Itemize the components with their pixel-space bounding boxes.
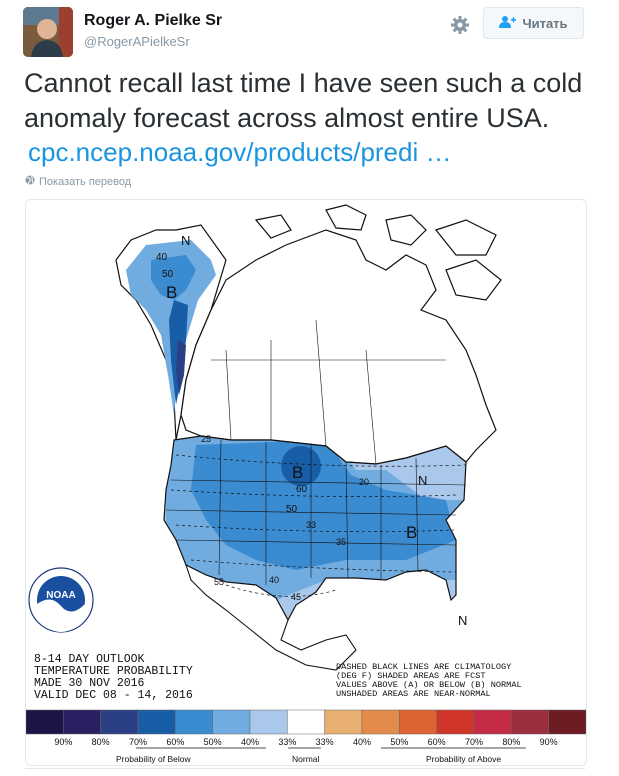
scale-swatch <box>100 709 139 735</box>
scale-swatch <box>63 709 101 735</box>
probability-scale-labels: 90% 80% 70% 60% 50% 40% 33% 33% 40% 50% 60% 70% 80% 9… <box>54 737 557 747</box>
contour-35: 35 <box>336 537 346 547</box>
scale-swatch <box>175 709 213 735</box>
scale-label: 90% <box>54 737 72 747</box>
tweet-text: Cannot recall last time I have seen such… <box>24 68 583 133</box>
contour-33: 33 <box>306 520 316 530</box>
label-n-florida: N <box>458 613 467 628</box>
translate-label: Показать перевод <box>39 175 132 188</box>
label-n-northeast: N <box>418 473 427 488</box>
contour-20: 20 <box>359 477 369 487</box>
scale-label: 50% <box>204 737 222 747</box>
scale-label: 40% <box>241 737 259 747</box>
note-line-2: (DEG F) SHADED AREAS ARE FCST <box>336 671 486 681</box>
mexico-outline <box>185 563 357 671</box>
label-b-plains: B <box>292 463 303 482</box>
contour-40: 40 <box>156 252 168 263</box>
scale-swatch <box>249 709 288 735</box>
above-label: Probability of Above <box>426 754 501 764</box>
label-n-alaska: N <box>181 233 190 248</box>
follow-button[interactable]: Читать <box>483 7 584 39</box>
scale-label: 80% <box>502 737 520 747</box>
legend-line-2: TEMPERATURE PROBABILITY <box>34 665 193 678</box>
outlook-legend: 8-14 DAY OUTLOOK TEMPERATURE PROBABILITY… <box>34 653 193 702</box>
scale-swatch <box>473 709 512 735</box>
scale-swatch <box>212 709 251 735</box>
scale-swatch <box>287 709 325 735</box>
scale-swatch <box>26 709 64 735</box>
legend-line-4: VALID DEC 08 - 14, 2016 <box>34 689 193 702</box>
below-label: Probability of Below <box>116 754 192 764</box>
forecast-map-image[interactable]: B B B N N N 40 50 50 60 33 35 25 45 40 5… <box>25 199 587 766</box>
state-boundaries <box>165 319 467 585</box>
author-handle[interactable]: @RogerAPielkeSr <box>84 34 190 49</box>
scale-swatch <box>399 709 437 735</box>
contour-45: 45 <box>291 592 301 602</box>
climatology-lines <box>170 454 467 597</box>
translate-link[interactable]: Показать перевод <box>25 175 131 188</box>
divider <box>25 768 585 769</box>
scale-label: 33% <box>316 737 334 747</box>
map-notes: DASHED BLACK LINES ARE CLIMATOLOGY (DEG … <box>336 662 522 699</box>
contour-40-south: 40 <box>269 575 279 585</box>
scale-swatch <box>548 709 586 735</box>
label-b-alaska: B <box>166 283 177 302</box>
scale-label: 60% <box>166 737 184 747</box>
avatar[interactable] <box>23 7 73 57</box>
normal-label: Normal <box>292 754 320 764</box>
scale-swatch <box>324 709 363 735</box>
contour-60: 60 <box>296 484 308 495</box>
contour-50: 50 <box>162 269 174 280</box>
scale-label: 70% <box>465 737 483 747</box>
contour-25: 25 <box>201 434 211 444</box>
follow-label: Читать <box>522 15 568 31</box>
scale-label: 50% <box>390 737 408 747</box>
noaa-logo: NOAA <box>28 567 94 633</box>
note-line-4: UNSHADED AREAS ARE NEAR-NORMAL <box>336 689 491 699</box>
legend-line-3: MADE 30 NOV 2016 <box>34 677 145 690</box>
legend-line-1: 8-14 DAY OUTLOOK <box>34 653 145 666</box>
gear-icon[interactable] <box>449 14 471 36</box>
contour-55: 55 <box>214 577 224 587</box>
note-line-1: DASHED BLACK LINES ARE CLIMATOLOGY <box>336 662 511 672</box>
scale-swatch <box>361 709 400 735</box>
note-line-3: VALUES ABOVE (A) OR BELOW (B) NORMAL <box>336 680 522 690</box>
scale-swatch <box>511 709 549 735</box>
alaska-anomaly-shading <box>126 240 216 415</box>
globe-icon <box>25 175 35 188</box>
tweet-link[interactable]: cpc.ncep.noaa.gov/products/predi … <box>28 137 452 167</box>
scale-swatch <box>137 709 176 735</box>
noaa-label: NOAA <box>46 590 75 601</box>
probability-color-scale <box>26 709 586 735</box>
scale-label: 80% <box>92 737 110 747</box>
scale-label: 33% <box>278 737 296 747</box>
scale-label: 40% <box>353 737 371 747</box>
label-b-east: B <box>406 523 417 542</box>
add-user-icon <box>499 15 517 31</box>
scale-label: 60% <box>428 737 446 747</box>
usa-landmass <box>163 435 467 622</box>
scale-swatch <box>436 709 475 735</box>
contour-50-plains: 50 <box>286 504 298 515</box>
scale-label: 90% <box>540 737 558 747</box>
scale-label: 70% <box>129 737 147 747</box>
author-name[interactable]: Roger A. Pielke Sr <box>84 12 223 29</box>
